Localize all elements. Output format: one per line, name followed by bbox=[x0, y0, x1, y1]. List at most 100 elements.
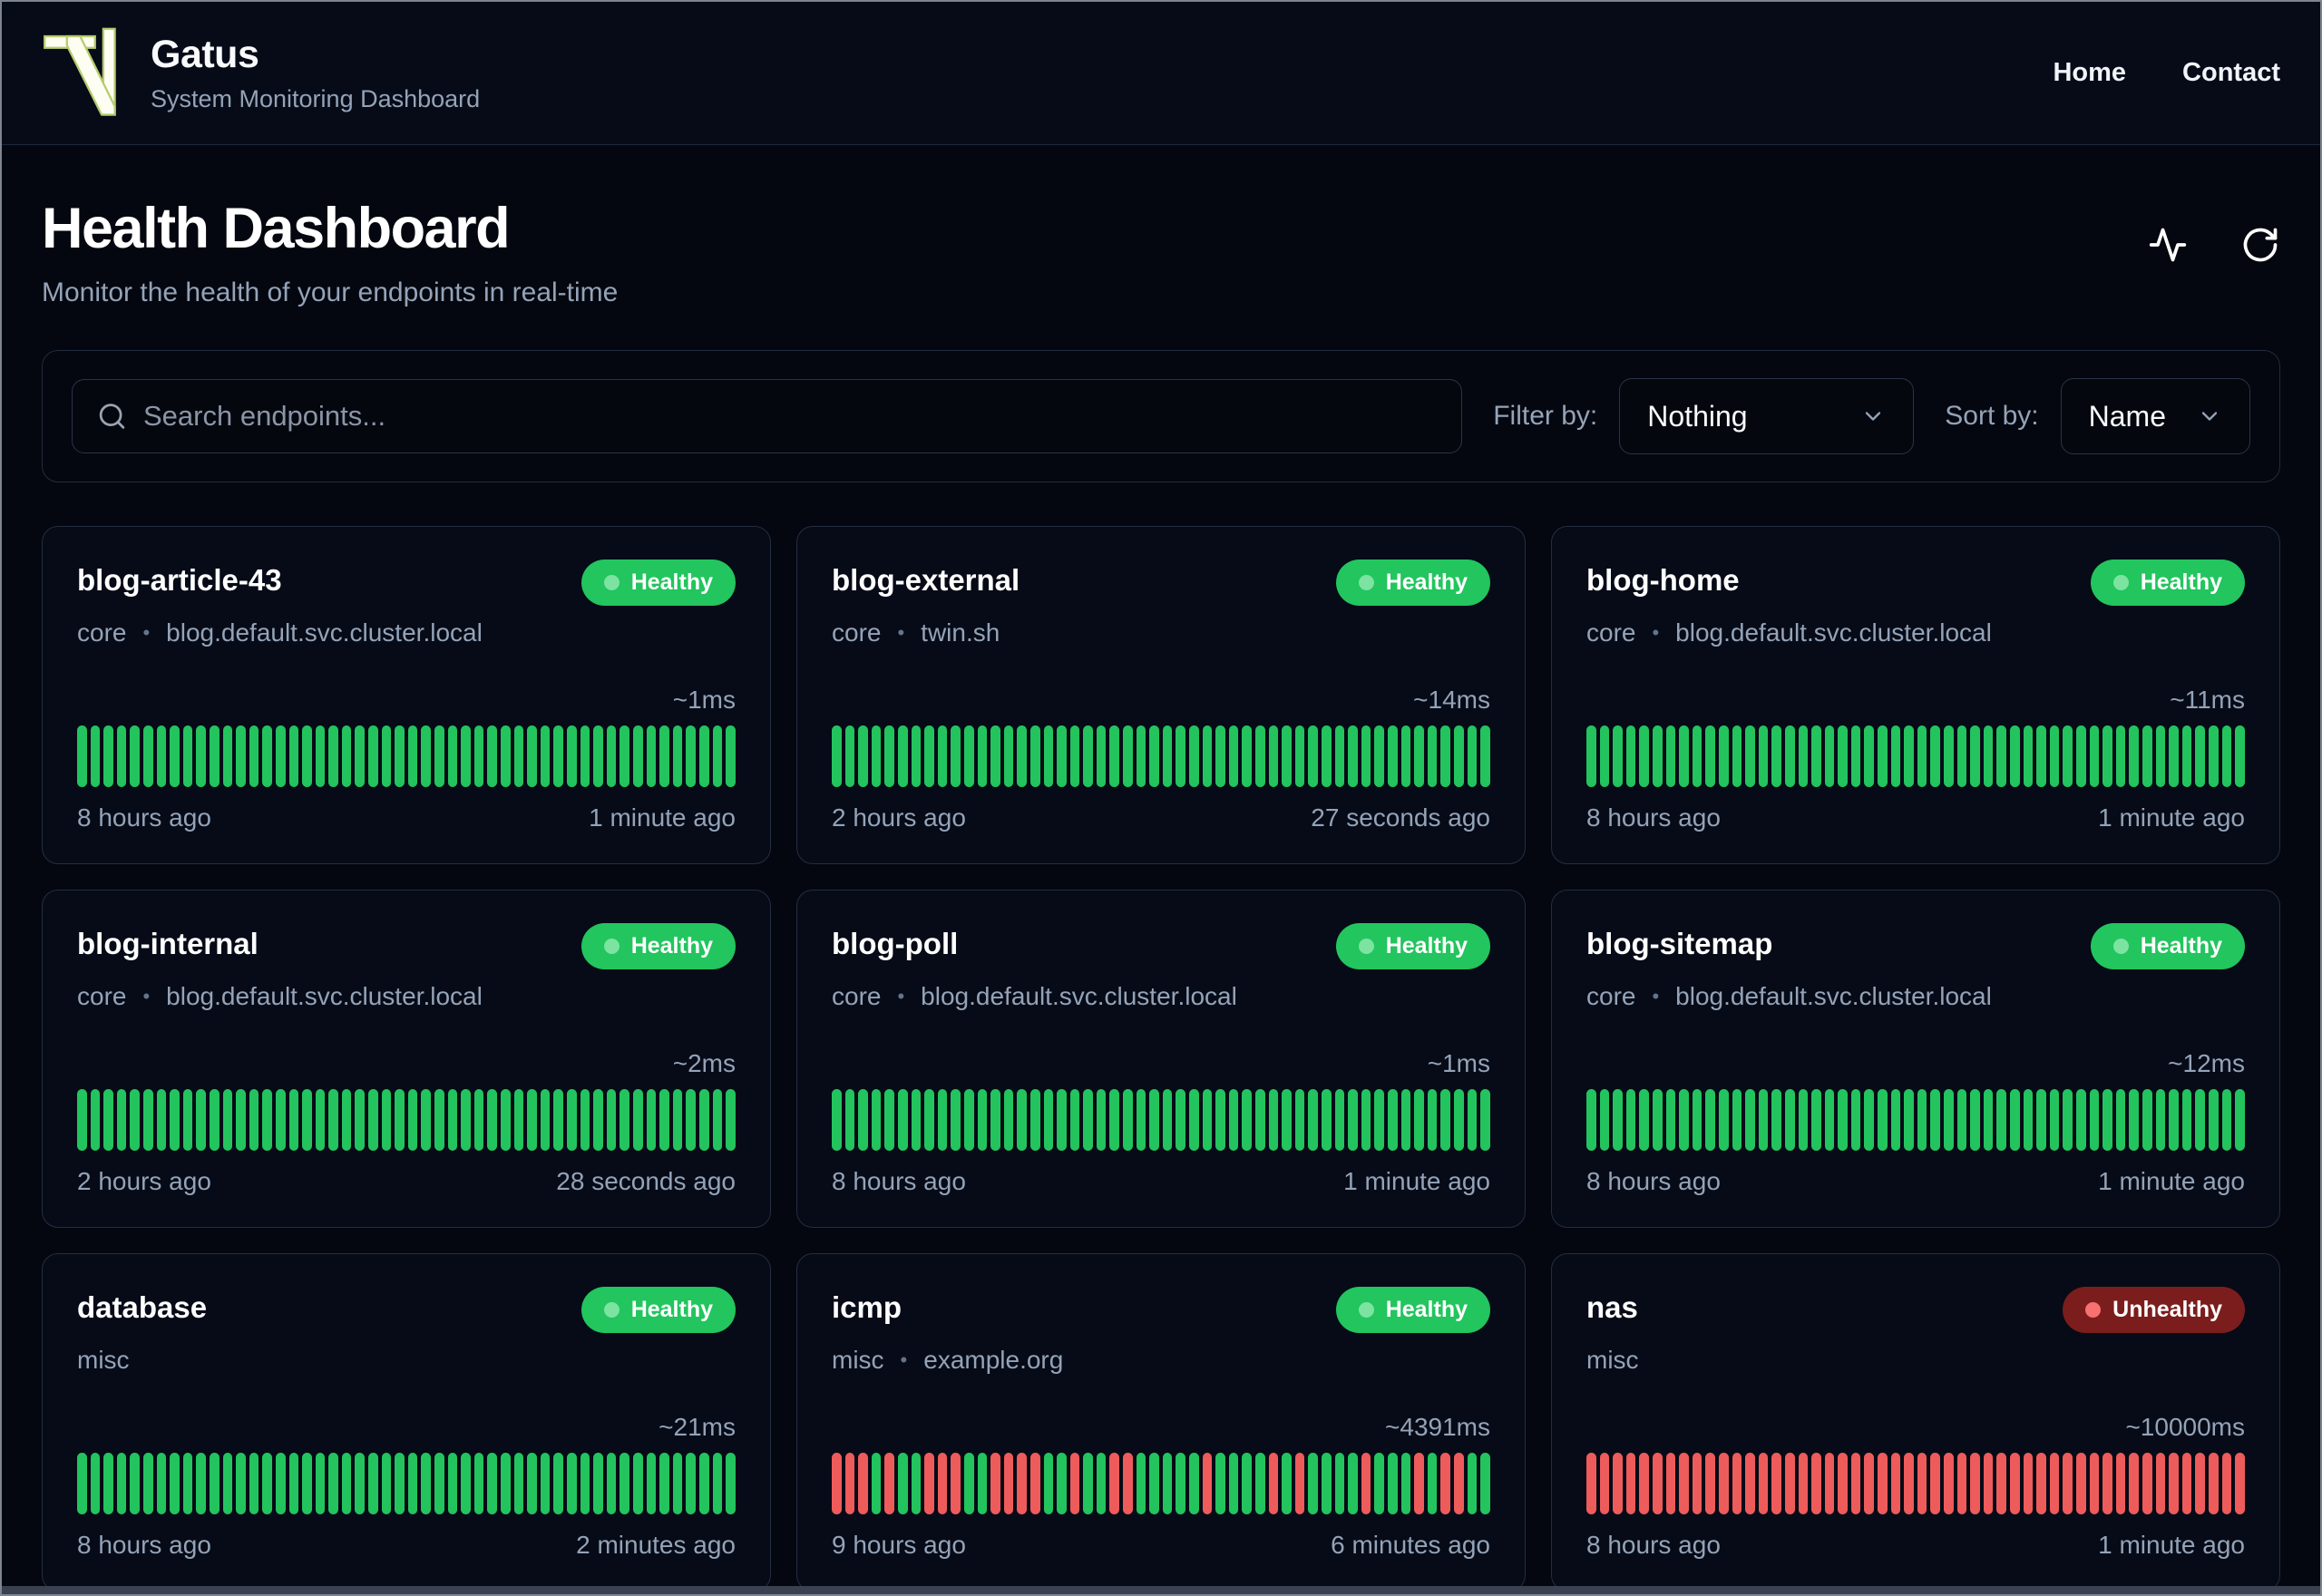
brand[interactable]: Gatus System Monitoring Dashboard bbox=[42, 27, 480, 120]
uptime-bar-up bbox=[553, 725, 563, 787]
endpoint-group: core bbox=[1586, 618, 1636, 647]
uptime-bar-up bbox=[1215, 1453, 1225, 1514]
uptime-bar-up bbox=[2063, 725, 2073, 787]
uptime-bar-down bbox=[1983, 1453, 1994, 1514]
uptime-bar-up bbox=[698, 1089, 709, 1151]
uptime-bar-up bbox=[2155, 1089, 2166, 1151]
endpoint-host: blog.default.svc.cluster.local bbox=[166, 982, 483, 1010]
nav-link-home[interactable]: Home bbox=[2053, 58, 2127, 87]
uptime-bar-up bbox=[236, 1089, 246, 1151]
uptime-bar-up bbox=[513, 725, 524, 787]
uptime-bar-up bbox=[1599, 725, 1610, 787]
tn-monogram-logo-icon bbox=[44, 27, 116, 116]
uptime-bar-up bbox=[1176, 725, 1186, 787]
endpoint-meta: core • blog.default.svc.cluster.local bbox=[1586, 618, 2245, 647]
uptime-bar-up bbox=[1083, 725, 1093, 787]
uptime-bar-up bbox=[1904, 725, 1914, 787]
endpoint-card[interactable]: icmp Healthy misc • example.org ~4391ms 9 hour… bbox=[796, 1253, 1526, 1591]
uptime-bar-up bbox=[1771, 725, 1781, 787]
uptime-bar-down bbox=[1996, 1453, 2006, 1514]
filter-select[interactable]: Nothing bbox=[1619, 378, 1915, 454]
dot-separator: • bbox=[1652, 985, 1660, 1007]
uptime-bar-up bbox=[288, 725, 299, 787]
uptime-bar-down bbox=[1665, 1453, 1676, 1514]
status-dot-icon bbox=[603, 939, 620, 954]
endpoint-name: blog-article-43 bbox=[77, 563, 282, 597]
uptime-bar-up bbox=[1123, 1089, 1133, 1151]
search-input[interactable] bbox=[72, 379, 1463, 453]
uptime-bar-up bbox=[355, 1089, 366, 1151]
uptime-bar-up bbox=[1732, 725, 1742, 787]
uptime-bar-up bbox=[672, 725, 683, 787]
uptime-bar-up bbox=[513, 1453, 524, 1514]
endpoint-card[interactable]: blog-poll Healthy core • blog.default.svc.cl… bbox=[796, 890, 1526, 1228]
uptime-bar-up bbox=[461, 725, 471, 787]
uptime-bar-up bbox=[1069, 725, 1080, 787]
uptime-bar-up bbox=[1321, 1453, 1332, 1514]
time-end: 1 minute ago bbox=[2098, 803, 2245, 832]
uptime-bar-up bbox=[381, 1089, 392, 1151]
uptime-bar-up bbox=[2023, 1089, 2034, 1151]
uptime-bar-up bbox=[1956, 1089, 1967, 1151]
time-end: 2 minutes ago bbox=[576, 1531, 736, 1559]
uptime-bar-down bbox=[2181, 1453, 2192, 1514]
uptime-bar-up bbox=[698, 1453, 709, 1514]
latency-label: ~4391ms bbox=[1385, 1413, 1490, 1441]
nav-link-contact[interactable]: Contact bbox=[2182, 58, 2280, 87]
uptime-bar-up bbox=[1387, 1453, 1398, 1514]
uptime-bar-up bbox=[315, 1089, 326, 1151]
uptime-bar-up bbox=[1453, 1089, 1464, 1151]
endpoint-name: blog-external bbox=[832, 563, 1020, 597]
uptime-bar-up bbox=[1613, 1089, 1623, 1151]
uptime-bar-down bbox=[2129, 1453, 2139, 1514]
uptime-bar-up bbox=[77, 1453, 87, 1514]
time-start: 8 hours ago bbox=[1586, 803, 1721, 832]
endpoint-card[interactable]: blog-internal Healthy core • blog.default.sv… bbox=[42, 890, 771, 1228]
uptime-bar-up bbox=[2063, 1089, 2073, 1151]
uptime-bar-up bbox=[1440, 725, 1450, 787]
endpoint-card-foot: 8 hours ago 1 minute ago bbox=[1586, 803, 2245, 832]
sort-select[interactable]: Name bbox=[2060, 378, 2250, 454]
uptime-bar-up bbox=[1732, 1089, 1742, 1151]
endpoint-card[interactable]: blog-sitemap Healthy core • blog.default.svc… bbox=[1551, 890, 2280, 1228]
uptime-bar-up bbox=[566, 1453, 577, 1514]
endpoint-card[interactable]: nas Unhealthy misc ~10000ms 8 hours ago 1 min… bbox=[1551, 1253, 2280, 1591]
uptime-bar-down bbox=[1864, 1453, 1875, 1514]
uptime-bar-up bbox=[1798, 725, 1809, 787]
endpoint-host: blog.default.svc.cluster.local bbox=[166, 618, 483, 647]
uptime-bar-up bbox=[712, 1453, 723, 1514]
latency-label: ~1ms bbox=[672, 686, 736, 714]
uptime-bar-up bbox=[182, 1453, 193, 1514]
uptime-bar-up bbox=[288, 1089, 299, 1151]
uptime-bar-up bbox=[1096, 1089, 1107, 1151]
uptime-bar-up bbox=[1705, 1089, 1715, 1151]
uptime-bar-down bbox=[2221, 1453, 2232, 1514]
endpoint-card[interactable]: blog-home Healthy core • blog.default.svc.cl… bbox=[1551, 526, 2280, 864]
uptime-bar-up bbox=[566, 1089, 577, 1151]
uptime-bar-up bbox=[897, 1453, 908, 1514]
endpoint-card[interactable]: blog-external Healthy core • twin.sh ~14ms 2 h… bbox=[796, 526, 1526, 864]
uptime-bar-up bbox=[1321, 1089, 1332, 1151]
uptime-bar-up bbox=[421, 725, 432, 787]
activity-pulse-icon[interactable] bbox=[2148, 225, 2188, 265]
uptime-bar-up bbox=[1374, 725, 1384, 787]
status-badge-label: Healthy bbox=[630, 1297, 713, 1322]
uptime-bars bbox=[832, 1089, 1490, 1151]
endpoint-host: blog.default.svc.cluster.local bbox=[921, 982, 1237, 1010]
uptime-bar-up bbox=[487, 1453, 497, 1514]
uptime-bar-up bbox=[1864, 1089, 1875, 1151]
endpoint-card[interactable]: blog-article-43 Healthy core • blog.default.… bbox=[42, 526, 771, 864]
uptime-bar-down bbox=[1123, 1453, 1133, 1514]
uptime-bar-up bbox=[1043, 1453, 1054, 1514]
status-badge-label: Healthy bbox=[630, 933, 713, 959]
uptime-bar-up bbox=[1069, 1089, 1080, 1151]
uptime-bar-up bbox=[1308, 1089, 1318, 1151]
latency-label: ~21ms bbox=[659, 1413, 736, 1441]
refresh-icon[interactable] bbox=[2240, 225, 2280, 265]
uptime-bar-up bbox=[672, 1089, 683, 1151]
uptime-bar-up bbox=[871, 1089, 882, 1151]
endpoint-card[interactable]: database Healthy misc ~21ms 8 hours ago 2 min… bbox=[42, 1253, 771, 1591]
status-badge-label: Unhealthy bbox=[2112, 1297, 2222, 1322]
uptime-bar-down bbox=[2075, 1453, 2086, 1514]
uptime-bar-down bbox=[1679, 1453, 1689, 1514]
